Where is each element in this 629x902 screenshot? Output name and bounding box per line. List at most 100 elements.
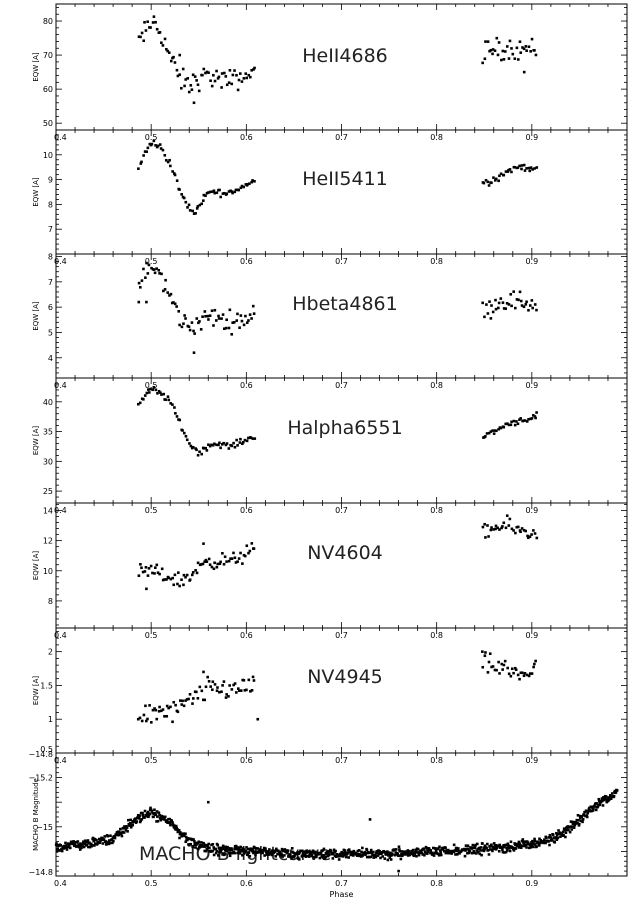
data-point <box>339 854 343 858</box>
data-point <box>500 846 504 850</box>
data-point <box>339 852 342 856</box>
data-point <box>520 304 524 307</box>
x-tick-label: 0.7 <box>335 756 348 765</box>
data-point <box>251 850 254 853</box>
data-point <box>258 848 262 851</box>
data-point <box>219 849 223 853</box>
data-point <box>188 693 192 696</box>
data-point <box>270 853 274 857</box>
data-point <box>211 443 215 447</box>
data-point <box>81 844 84 848</box>
data-point <box>217 854 220 857</box>
data-point <box>426 848 429 852</box>
data-point <box>512 849 516 852</box>
data-point <box>107 839 111 842</box>
data-point <box>178 836 181 840</box>
data-point <box>218 188 221 192</box>
data-point <box>190 88 194 91</box>
data-points <box>137 15 538 105</box>
data-point <box>530 672 534 675</box>
data-point <box>471 846 475 850</box>
data-point <box>211 843 215 846</box>
x-tick-label: 0.4 <box>54 133 67 142</box>
data-point <box>210 565 214 569</box>
panel-title: NV4945 <box>307 666 383 688</box>
data-point <box>590 809 593 813</box>
data-point <box>228 69 232 72</box>
data-point <box>137 281 141 285</box>
data-point <box>486 180 490 184</box>
data-point <box>494 307 498 311</box>
data-point <box>372 850 375 854</box>
data-point <box>528 672 532 675</box>
data-point <box>228 308 232 312</box>
data-point <box>476 848 480 851</box>
data-point <box>191 73 195 77</box>
data-point <box>512 529 515 532</box>
data-point <box>173 61 177 64</box>
data-point <box>530 417 534 420</box>
y-tick-label: 9 <box>48 176 53 185</box>
data-point <box>228 849 231 852</box>
data-point <box>303 853 307 857</box>
data-point <box>391 853 394 856</box>
data-point <box>444 846 447 850</box>
data-point <box>486 524 489 527</box>
data-point <box>209 685 212 688</box>
data-point <box>213 683 217 686</box>
data-point <box>564 831 568 834</box>
data-point <box>593 804 596 808</box>
data-point <box>574 822 578 825</box>
data-point <box>505 514 509 517</box>
y-tick-label: 0.5 <box>40 745 53 754</box>
data-point <box>518 40 522 44</box>
data-point <box>143 150 147 153</box>
data-point <box>493 49 497 53</box>
data-point <box>454 853 457 856</box>
data-point <box>371 853 374 857</box>
data-point <box>490 181 493 185</box>
data-point <box>504 422 507 426</box>
data-point <box>510 527 514 531</box>
data-point <box>519 671 523 675</box>
data-point <box>179 831 182 834</box>
data-point <box>356 849 360 853</box>
data-point <box>182 573 186 577</box>
data-point <box>262 848 265 852</box>
x-tick-label: 0.4 <box>54 381 67 390</box>
data-point <box>278 852 281 855</box>
data-point <box>141 570 145 574</box>
data-point <box>429 849 433 852</box>
data-point <box>504 850 508 854</box>
data-point <box>237 188 241 192</box>
data-point <box>432 846 435 850</box>
data-point <box>147 388 150 391</box>
data-point <box>495 36 499 40</box>
panel-title: HeII5411 <box>302 168 388 190</box>
data-point <box>237 557 241 560</box>
data-point <box>201 844 205 848</box>
data-point <box>189 842 193 846</box>
data-point <box>549 836 553 839</box>
data-point <box>188 442 191 445</box>
data-point <box>120 834 124 838</box>
data-point <box>145 300 148 304</box>
data-point <box>523 672 527 675</box>
data-point <box>222 327 226 331</box>
data-point <box>378 849 381 853</box>
data-point <box>236 560 239 563</box>
data-point <box>89 842 93 846</box>
data-point <box>578 816 582 820</box>
data-point <box>143 394 147 397</box>
data-point <box>420 851 424 855</box>
data-point <box>539 839 543 842</box>
data-point <box>129 825 133 829</box>
data-point <box>151 571 154 575</box>
data-point <box>530 37 534 41</box>
y-tick-label: 25 <box>43 487 53 496</box>
data-point <box>218 847 222 850</box>
data-point <box>528 535 532 538</box>
data-point <box>149 26 152 29</box>
data-point <box>492 847 495 851</box>
data-point <box>547 839 550 843</box>
